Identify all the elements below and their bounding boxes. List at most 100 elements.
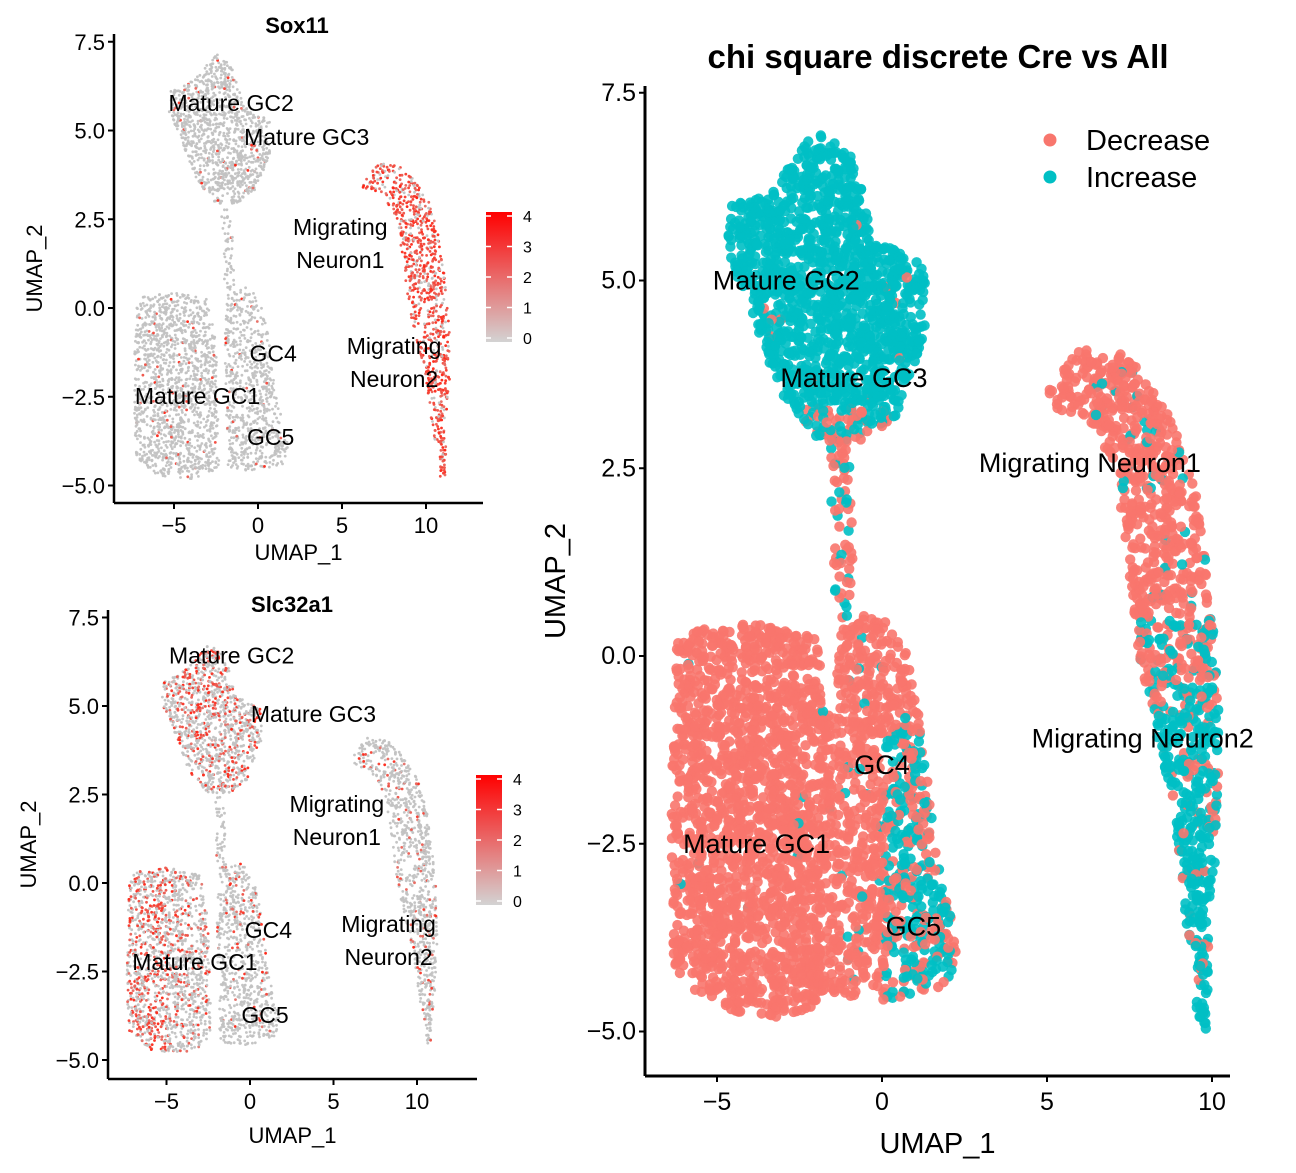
cell-point	[182, 307, 186, 311]
cell-point	[164, 444, 168, 447]
cell-point	[135, 413, 139, 417]
cell-point	[153, 356, 157, 360]
cell-point	[207, 118, 211, 121]
cell-point	[440, 391, 443, 395]
cell-point	[434, 326, 438, 330]
cell-point	[404, 279, 408, 282]
cell-point	[136, 341, 139, 344]
cell-point	[201, 175, 205, 179]
cell-point	[236, 365, 240, 368]
cell-point	[421, 1008, 425, 1012]
cell-point	[199, 411, 202, 414]
cell-point	[230, 450, 233, 454]
cell-point	[188, 308, 192, 312]
cell-point	[195, 410, 199, 414]
cell-point	[244, 309, 248, 313]
cell-point	[171, 417, 175, 421]
cell-point	[208, 364, 212, 367]
cell-point	[199, 170, 202, 174]
y-tick-label: −5.0	[62, 474, 105, 499]
cell-point	[175, 323, 178, 327]
cell-point	[137, 427, 141, 431]
cell-point	[235, 298, 239, 302]
cell-point	[227, 73, 230, 77]
cell-point	[232, 201, 236, 205]
cell-point	[423, 289, 427, 292]
cell-point	[213, 81, 216, 85]
cell-point	[418, 308, 422, 312]
cell-point	[246, 321, 250, 325]
cell-point	[236, 171, 240, 175]
cell-point	[201, 463, 205, 467]
cell-point	[187, 418, 191, 421]
cell-point	[176, 342, 180, 345]
cell-point	[217, 144, 220, 147]
cell-point	[167, 364, 171, 368]
cell-point	[143, 330, 147, 334]
cell-point	[210, 469, 214, 472]
cell-point	[193, 314, 197, 318]
cell-point	[444, 288, 447, 292]
cell-point	[157, 418, 161, 422]
cell-point	[407, 257, 411, 261]
cell-point	[160, 411, 164, 414]
cell-point	[232, 401, 236, 405]
cell-point	[181, 141, 185, 145]
cell-point	[425, 322, 429, 326]
cell-point	[229, 265, 233, 269]
cell-point	[168, 334, 172, 338]
cell-point	[196, 119, 200, 123]
cell-point	[409, 226, 412, 230]
cell-point	[262, 168, 265, 172]
cell-point	[177, 433, 180, 436]
cell-point	[165, 351, 168, 354]
cell-point	[222, 134, 226, 138]
cell-point	[439, 389, 443, 392]
cell-point	[165, 358, 168, 362]
cell-point	[168, 451, 172, 455]
cell-point	[212, 451, 216, 455]
cell-point	[425, 224, 429, 228]
cell-point	[250, 464, 254, 468]
cell-point	[224, 314, 228, 318]
cell-point	[420, 988, 424, 991]
cell-point	[270, 368, 274, 371]
cell-point	[198, 445, 202, 449]
cell-point	[191, 330, 195, 334]
cell-point	[428, 310, 432, 314]
cell-point	[168, 304, 172, 307]
cell-point	[232, 283, 236, 286]
cell-point	[236, 156, 240, 159]
cell-point	[150, 977, 154, 981]
cell-point	[148, 465, 152, 469]
cell-point	[222, 71, 226, 74]
cell-point	[146, 313, 149, 316]
cell-point	[211, 350, 215, 354]
cell-point	[198, 426, 202, 429]
cell-point	[263, 152, 267, 156]
cell-point	[210, 424, 214, 427]
cell-point	[162, 449, 166, 453]
cell-point	[173, 333, 177, 337]
cell-point	[254, 124, 258, 128]
cell-point	[189, 115, 192, 119]
cell-point	[405, 247, 409, 251]
cell-point	[274, 404, 277, 408]
cell-point	[213, 359, 216, 363]
cell-point	[433, 238, 437, 242]
cell-point	[243, 171, 247, 175]
cell-point	[199, 126, 203, 129]
cell-point	[247, 900, 251, 903]
cell-point	[186, 475, 190, 479]
cell-point	[200, 181, 204, 185]
panel-sox11: −5 0 5 10−5.0−2.50.02.55.07.5Sox11UMAP_1UMA…	[22, 13, 532, 565]
cell-point	[189, 300, 193, 304]
cell-point	[265, 381, 269, 385]
cell-point	[252, 460, 256, 464]
cell-point	[365, 177, 368, 181]
cell-point	[422, 265, 426, 268]
cell-point	[409, 276, 413, 280]
cell-point	[254, 374, 257, 377]
cell-point	[421, 217, 425, 221]
cell-point	[422, 198, 426, 202]
